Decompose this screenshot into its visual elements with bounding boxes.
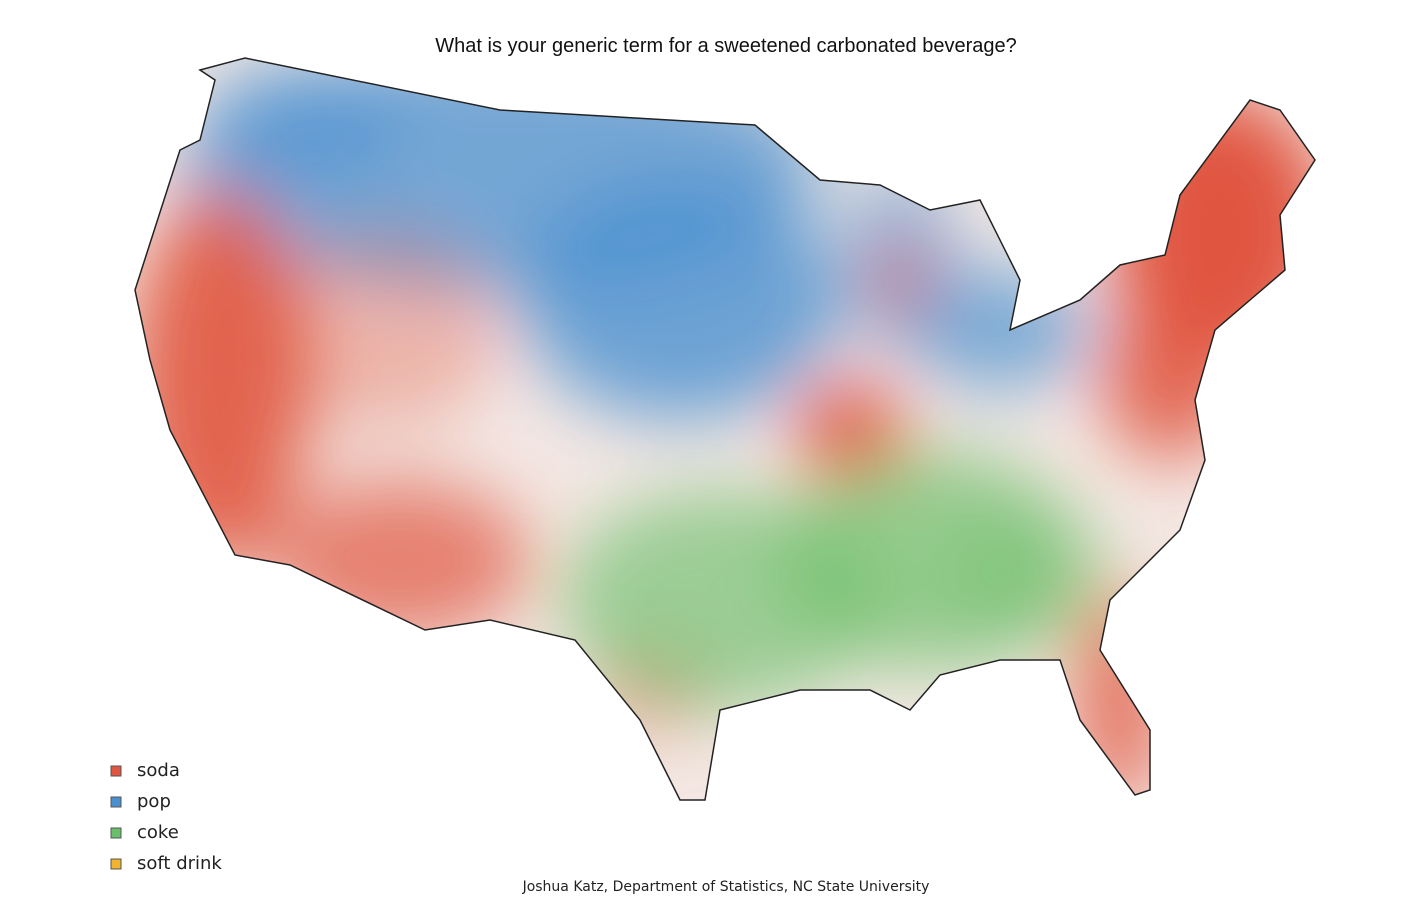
region-blob xyxy=(875,245,925,315)
region-blob xyxy=(950,510,1110,650)
region-blob xyxy=(200,60,400,180)
region-blob xyxy=(270,480,530,640)
legend-swatch xyxy=(110,827,122,839)
map-regions xyxy=(135,58,1315,800)
legend-swatch xyxy=(110,858,122,870)
legend-label: soda xyxy=(137,760,180,781)
region-blob xyxy=(520,180,840,420)
credit: Joshua Katz, Department of Statistics, N… xyxy=(522,879,930,895)
legend-label: coke xyxy=(137,822,179,843)
legend-swatch xyxy=(110,765,122,777)
legend-label: pop xyxy=(137,791,171,812)
region-blob xyxy=(1100,300,1240,460)
legend: soda pop coke soft drink xyxy=(110,760,222,874)
legend-label: soft drink xyxy=(137,853,222,874)
region-blob xyxy=(260,230,500,430)
map-title: What is your generic term for a sweetene… xyxy=(435,35,1016,57)
region-blob xyxy=(795,380,905,480)
legend-swatch xyxy=(110,796,122,808)
